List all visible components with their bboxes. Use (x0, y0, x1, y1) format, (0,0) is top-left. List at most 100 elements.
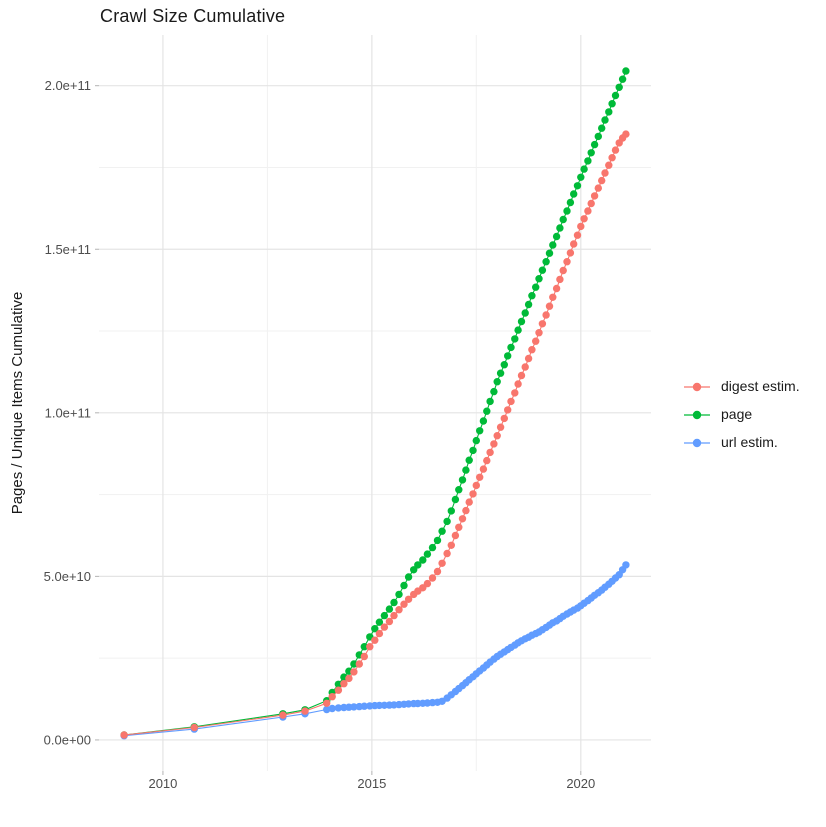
data-point (190, 723, 198, 732)
data-point (528, 346, 536, 354)
data-point (486, 448, 494, 457)
data-point (496, 423, 505, 431)
data-point (517, 371, 526, 380)
data-point (570, 190, 578, 198)
data-point (410, 566, 418, 574)
data-point (580, 165, 588, 173)
data-point (375, 629, 384, 638)
data-point (455, 486, 463, 494)
data-point (601, 169, 609, 177)
data-point (528, 292, 536, 300)
y-tick-label: 0.0e+00 (44, 732, 91, 747)
series-layer (120, 67, 630, 740)
data-point (360, 702, 368, 710)
data-point (451, 531, 460, 540)
series-line-url-estim (124, 564, 627, 737)
legend-label-url-estim: url estim. (721, 434, 778, 450)
data-point (414, 561, 422, 569)
data-point (584, 207, 592, 215)
data-point (611, 91, 620, 100)
data-point (493, 432, 501, 440)
data-point (490, 440, 498, 448)
data-point (559, 266, 567, 275)
data-point (366, 643, 374, 651)
data-point (598, 124, 606, 132)
data-point (334, 704, 343, 712)
x-tick-label: 2020 (566, 776, 595, 791)
data-point (433, 567, 442, 576)
data-point (350, 703, 358, 711)
data-point (462, 506, 470, 515)
data-point (279, 711, 287, 719)
data-point (404, 595, 413, 603)
y-tick-label: 1.0e+11 (45, 405, 91, 420)
data-point (443, 549, 451, 558)
data-point (496, 369, 505, 377)
legend-item-page: page (682, 406, 800, 423)
data-point (611, 146, 620, 154)
data-point (507, 343, 515, 352)
legend-item-url-estim: url estim. (682, 434, 800, 451)
data-point (511, 389, 519, 397)
gridlines-minor (99, 35, 651, 771)
data-point (419, 556, 427, 564)
data-point (549, 241, 557, 249)
data-point (380, 623, 389, 631)
data-point (504, 406, 512, 414)
data-point (345, 674, 353, 683)
series-line-digest-estim (124, 133, 627, 736)
data-point (608, 100, 616, 108)
data-point (587, 199, 595, 208)
data-point (360, 652, 368, 661)
legend-key-page (684, 410, 710, 419)
data-point (590, 140, 599, 149)
data-point (447, 507, 455, 515)
data-point (483, 456, 491, 465)
data-point (511, 335, 519, 343)
data-point (476, 427, 484, 435)
data-point (598, 176, 606, 185)
data-point (334, 680, 343, 688)
x-tick-label: 2010 (148, 776, 177, 791)
data-point (601, 116, 609, 124)
data-point (549, 293, 557, 301)
data-point (465, 456, 473, 464)
data-point (380, 611, 389, 620)
y-tick-label: 1.5e+11 (45, 242, 91, 257)
x-tick-label: 2015 (357, 776, 386, 791)
data-point (552, 232, 561, 241)
data-point (594, 184, 602, 192)
data-point (360, 643, 368, 651)
data-point (120, 731, 128, 739)
data-point (559, 215, 567, 224)
data-point (532, 337, 540, 345)
data-point (443, 517, 451, 526)
data-point (350, 668, 358, 676)
data-point (545, 249, 554, 257)
axis-ticks (95, 85, 582, 775)
data-point (340, 680, 348, 688)
data-point (486, 397, 494, 406)
data-point (514, 326, 522, 334)
data-point (594, 132, 602, 141)
data-point (573, 231, 582, 239)
legend-label-digest-estim: digest estim. (721, 378, 800, 394)
data-point (428, 574, 437, 582)
chart-title: Crawl Size Cumulative (100, 6, 286, 26)
data-point (385, 617, 394, 626)
data-point (615, 83, 623, 92)
data-point (462, 466, 470, 474)
data-point (535, 329, 543, 337)
gridlines-major (99, 35, 651, 771)
data-point (438, 559, 446, 567)
data-point (580, 215, 588, 223)
data-point (458, 515, 467, 523)
data-point (323, 699, 331, 707)
data-point (469, 446, 477, 455)
series-digest-estim (120, 130, 630, 739)
legend-key-digest-estim (684, 382, 710, 391)
data-point (395, 590, 403, 599)
data-point (428, 543, 437, 552)
data-point (538, 266, 547, 274)
data-point (438, 527, 446, 535)
